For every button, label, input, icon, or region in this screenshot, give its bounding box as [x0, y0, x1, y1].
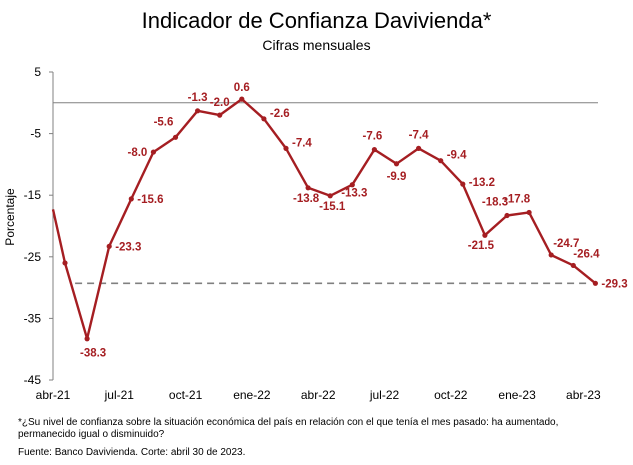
data-label: -13.2	[469, 177, 495, 189]
data-point	[393, 161, 400, 167]
data-label: -23.3	[115, 241, 141, 253]
data-label: -7.6	[362, 131, 382, 143]
data-label: -21.5	[468, 240, 495, 252]
data-label: -15.6	[137, 194, 163, 206]
data-point	[371, 147, 377, 153]
data-point	[150, 149, 156, 155]
data-point	[172, 134, 179, 140]
data-labels: -38.3 -23.3 -15.6 -8.0 -5.6 -1.3 -2.0 0.6 -2.6 -7…	[80, 82, 628, 360]
data-label: -13.8	[293, 193, 320, 205]
data-label: -13.3	[341, 188, 367, 200]
data-label: -18.3	[482, 197, 508, 209]
data-point	[106, 243, 112, 249]
x-tick-label: abr-21	[36, 388, 71, 402]
data-label: -26.4	[573, 248, 600, 260]
y-tick-label: -5	[30, 127, 41, 141]
data-point	[548, 252, 554, 258]
x-tick-label: abr-23	[566, 388, 601, 402]
data-point	[62, 260, 68, 266]
x-tick-label: ene-22	[233, 388, 271, 402]
data-point	[261, 116, 267, 122]
data-point	[195, 108, 201, 114]
data-point	[570, 262, 576, 269]
data-label: -7.4	[292, 137, 312, 149]
y-tick-label: -25	[24, 250, 42, 264]
data-point	[349, 182, 355, 188]
x-tick-label: oct-22	[434, 388, 468, 402]
data-label: -9.4	[447, 150, 467, 162]
y-tick-label: -35	[24, 311, 42, 325]
data-label: -24.7	[553, 238, 579, 250]
data-point	[416, 145, 422, 151]
data-point	[84, 336, 90, 342]
data-point	[592, 280, 599, 286]
y-tick-label: -45	[24, 373, 42, 387]
data-label: -2.0	[210, 97, 230, 109]
series-group	[51, 96, 599, 342]
data-label: -1.3	[188, 92, 208, 104]
x-tick-label: abr-22	[301, 388, 336, 402]
data-label: -29.3	[601, 278, 627, 290]
data-label: -15.1	[319, 201, 346, 213]
data-point	[283, 145, 289, 151]
x-tick-label: ene-23	[498, 388, 536, 402]
data-label: -5.6	[154, 116, 174, 128]
data-label: -9.9	[387, 171, 407, 183]
x-tick-label: oct-21	[169, 388, 203, 402]
x-tick-label: jul-22	[369, 388, 400, 402]
data-point	[217, 112, 223, 118]
data-point	[526, 209, 532, 216]
data-point	[504, 212, 510, 219]
data-point	[460, 181, 466, 187]
data-label: -17.8	[504, 193, 531, 205]
data-point	[239, 96, 245, 102]
data-point	[128, 196, 134, 202]
x-tick-label: jul-21	[104, 388, 135, 402]
series-line	[51, 97, 597, 340]
y-tick-label: -15	[24, 188, 42, 202]
data-point	[305, 185, 311, 191]
y-tick-label: 5	[34, 65, 41, 79]
reference-lines	[53, 102, 598, 285]
data-point	[327, 193, 333, 199]
data-label: 0.6	[234, 82, 250, 94]
data-point	[438, 158, 444, 164]
footnote: *¿Su nivel de confianza sobre la situaci…	[18, 417, 559, 440]
chart-subtitle: Cifras mensuales	[262, 37, 371, 53]
data-label: -38.3	[80, 348, 106, 360]
chart-title: Indicador de Confianza Davivienda*	[141, 8, 492, 33]
data-point	[482, 232, 488, 238]
data-label: -7.4	[409, 129, 429, 141]
source-note: Fuente: Banco Davivienda. Corte: abril 3…	[18, 447, 246, 458]
y-axis-label: Porcentaje	[3, 188, 17, 246]
data-label: -8.0	[127, 147, 147, 159]
data-label: -2.6	[270, 108, 290, 120]
